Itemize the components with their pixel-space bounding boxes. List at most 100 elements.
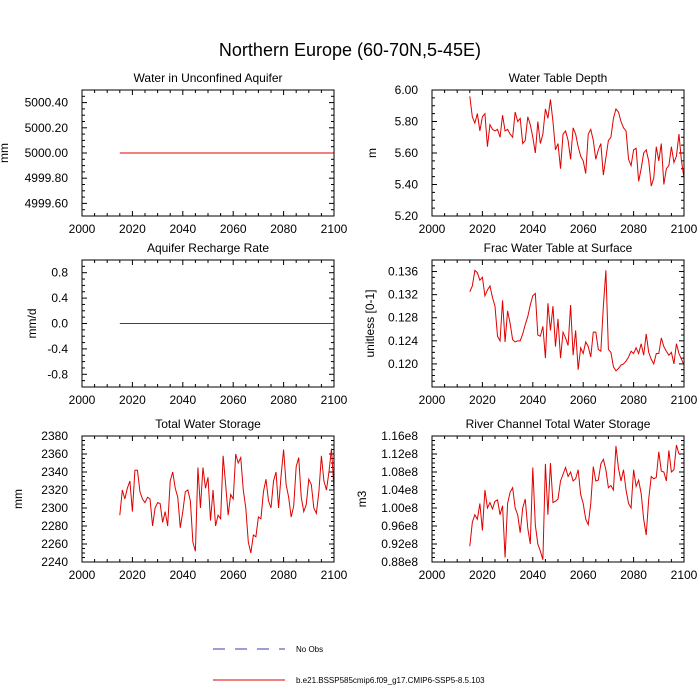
panel-4: Frac Water Table at Surface 2000 2020 2040 2… — [363, 241, 698, 407]
y-tick-label: 5000.40 — [25, 96, 69, 110]
series-line — [469, 96, 685, 187]
y-tick-label: 2340 — [41, 465, 68, 479]
x-tick-label: 2020 — [469, 222, 496, 236]
y-tick-label: 2380 — [41, 429, 68, 443]
panel-1: Water in Unconfined Aquifer 2000 2020 2040 2… — [0, 71, 348, 236]
x-tick-label: 2080 — [270, 393, 297, 407]
x-tick-label: 2060 — [570, 222, 597, 236]
x-tick-label: 2060 — [220, 393, 247, 407]
y-tick-label: 1.08e8 — [381, 465, 418, 479]
y-tick-label: 5.40 — [395, 178, 419, 192]
y-tick-label: -0.8 — [47, 367, 68, 381]
plot-frame — [81, 435, 335, 563]
x-tick-label: 2100 — [671, 393, 698, 407]
panel-title: River Channel Total Water Storage — [466, 417, 651, 431]
x-tick-label: 2040 — [519, 568, 546, 582]
y-tick-label: 2240 — [41, 555, 68, 569]
y-axis-label: unitless [0-1] — [363, 289, 377, 357]
x-tick-label: 2080 — [270, 568, 297, 582]
y-axis-label: mm/d — [25, 309, 39, 339]
y-tick-label: 6.00 — [395, 83, 419, 97]
x-tick-label: 2100 — [671, 222, 698, 236]
y-axis-label: m — [365, 148, 379, 158]
panel-title: Total Water Storage — [155, 417, 261, 431]
y-tick-label: 5.20 — [395, 209, 419, 223]
plot-frame — [81, 89, 335, 217]
x-tick-label: 2060 — [220, 222, 247, 236]
series-line — [469, 269, 685, 372]
y-tick-label: 2260 — [41, 537, 68, 551]
y-tick-label: 0.132 — [388, 288, 418, 302]
x-tick-label: 2080 — [620, 393, 647, 407]
y-tick-label: 4999.80 — [25, 171, 69, 185]
x-tick-label: 2100 — [321, 393, 348, 407]
y-axis-label: mm — [11, 489, 25, 509]
x-tick-label: 2020 — [119, 568, 146, 582]
panel-5: Total Water Storage 2000 2020 2040 2060 2080 2… — [11, 417, 348, 582]
x-tick-label: 2040 — [169, 568, 196, 582]
y-tick-label: 4999.60 — [25, 196, 69, 210]
x-tick-label: 2000 — [69, 222, 96, 236]
x-tick-label: 2080 — [270, 222, 297, 236]
x-tick-label: 2080 — [620, 568, 647, 582]
y-tick-label: 5000.20 — [25, 121, 69, 135]
x-tick-label: 2080 — [620, 222, 647, 236]
y-tick-label: 5.60 — [395, 146, 419, 160]
x-tick-label: 2060 — [220, 568, 247, 582]
panels-group: Water in Unconfined Aquifer 2000 2020 2040 2… — [0, 71, 698, 582]
legend-label-no-obs: No Obs — [296, 645, 323, 654]
x-tick-label: 2040 — [519, 222, 546, 236]
y-tick-label: 0.8 — [51, 266, 68, 280]
y-tick-label: 0.4 — [51, 291, 68, 305]
x-tick-label: 2040 — [169, 393, 196, 407]
y-tick-label: 0.124 — [388, 334, 418, 348]
x-tick-label: 2020 — [119, 393, 146, 407]
panel-title: Aquifer Recharge Rate — [147, 241, 269, 255]
panel-title: Water in Unconfined Aquifer — [134, 71, 283, 85]
y-tick-label: 2360 — [41, 447, 68, 461]
y-tick-label: 0.92e8 — [381, 537, 418, 551]
x-tick-label: 2000 — [69, 568, 96, 582]
series-line — [469, 444, 680, 560]
legend: No Obs b.e21.BSSP585cmip6.f09_g17.CMIP6-… — [213, 645, 485, 685]
panel-3: Aquifer Recharge Rate 2000 2020 2040 2060 208… — [25, 241, 348, 407]
x-tick-label: 2020 — [119, 222, 146, 236]
x-tick-label: 2020 — [469, 568, 496, 582]
series-line — [119, 448, 335, 554]
figure-title: Northern Europe (60-70N,5-45E) — [219, 40, 481, 60]
y-tick-label: 2300 — [41, 501, 68, 515]
y-tick-label: 0.120 — [388, 357, 418, 371]
y-tick-label: 0.136 — [388, 265, 418, 279]
legend-label-model: b.e21.BSSP585cmip6.f09_g17.CMIP6-SSP5-8.… — [296, 676, 485, 685]
panel-2: Water Table Depth 2000 2020 2040 2060 2080 210… — [365, 71, 698, 236]
panel-6: River Channel Total Water Storage 2000 202… — [355, 417, 698, 582]
y-tick-label: 1.04e8 — [381, 483, 418, 497]
y-tick-label: 1.16e8 — [381, 429, 418, 443]
x-tick-label: 2060 — [570, 568, 597, 582]
x-tick-label: 2040 — [519, 393, 546, 407]
x-tick-label: 2020 — [469, 393, 496, 407]
plot-frame — [81, 259, 335, 388]
plot-frame — [431, 89, 685, 217]
y-tick-label: 5.80 — [395, 115, 419, 129]
x-tick-label: 2040 — [169, 222, 196, 236]
y-tick-label: 0.96e8 — [381, 519, 418, 533]
x-tick-label: 2000 — [69, 393, 96, 407]
x-tick-label: 2100 — [321, 568, 348, 582]
y-tick-label: 2280 — [41, 519, 68, 533]
x-tick-label: 2100 — [671, 568, 698, 582]
panel-title: Water Table Depth — [509, 71, 608, 85]
x-tick-label: 2000 — [419, 568, 446, 582]
y-axis-label: m3 — [355, 490, 369, 507]
x-tick-label: 2000 — [419, 393, 446, 407]
y-tick-label: 0.128 — [388, 311, 418, 325]
y-tick-label: 1.12e8 — [381, 447, 418, 461]
x-tick-label: 2000 — [419, 222, 446, 236]
y-tick-label: 2320 — [41, 483, 68, 497]
y-tick-label: 0.0 — [51, 317, 68, 331]
panel-title: Frac Water Table at Surface — [484, 241, 633, 255]
y-tick-label: 5000.00 — [25, 146, 69, 160]
y-tick-label: -0.4 — [47, 342, 68, 356]
y-tick-label: 1.00e8 — [381, 501, 418, 515]
